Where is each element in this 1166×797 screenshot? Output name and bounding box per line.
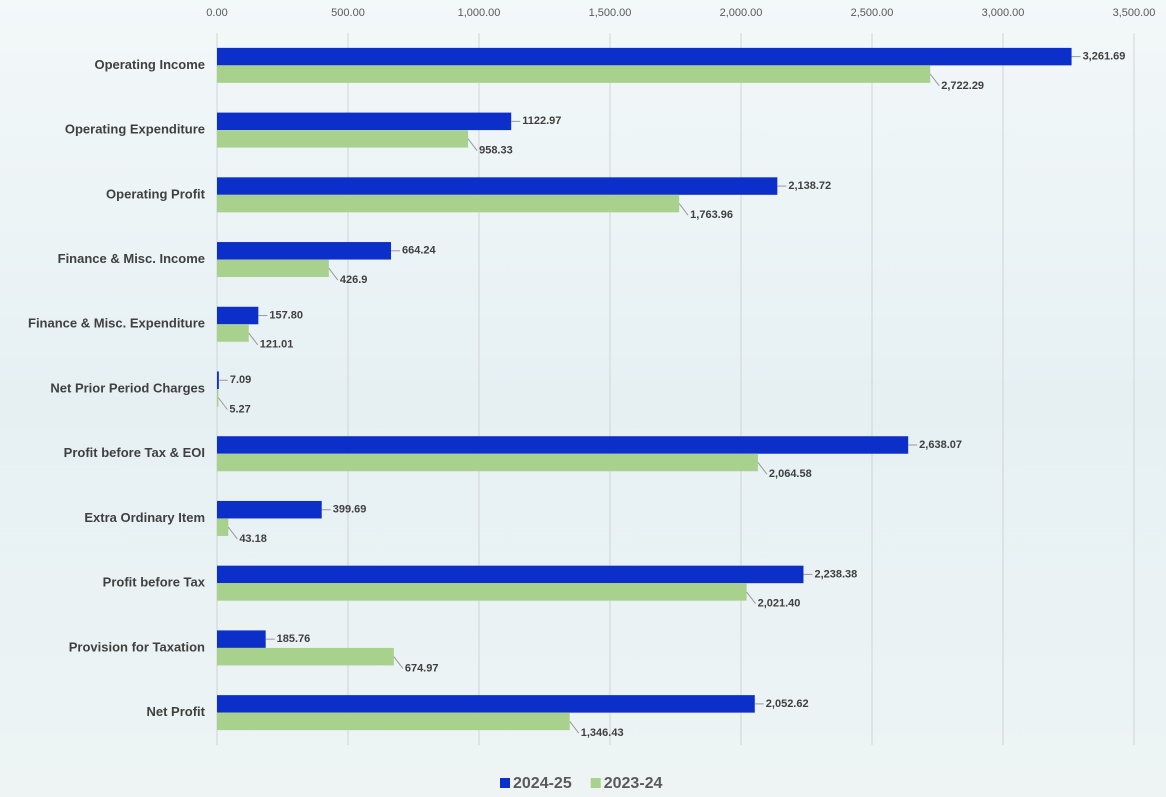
bar (217, 372, 219, 390)
leader-line (218, 398, 227, 410)
bar (217, 242, 391, 260)
bar (217, 260, 329, 278)
x-tick-label: 500.00 (331, 7, 365, 19)
value-label: 7.09 (230, 374, 251, 386)
category-label: Profit before Tax & EOI (64, 445, 205, 460)
category-label: Operating Expenditure (65, 122, 205, 137)
leader-line (758, 462, 767, 474)
bar (217, 566, 803, 584)
category-label: Extra Ordinary Item (84, 510, 205, 525)
bar (217, 307, 258, 325)
leader-line (394, 657, 403, 669)
bar (217, 113, 511, 131)
legend-label: 2023-24 (604, 775, 663, 792)
chart: 0.00 500.00 1,000.00 1,500.00 2,000.00 2,500.… (0, 0, 1166, 797)
bar (217, 324, 249, 342)
value-label: 426.9 (340, 274, 368, 286)
value-label: 2,138.72 (788, 180, 831, 192)
value-label: 674.97 (405, 662, 439, 674)
value-label: 2,021.40 (758, 598, 801, 610)
value-label: 3,261.69 (1083, 51, 1126, 63)
bar (217, 65, 930, 83)
category-label: Operating Income (94, 57, 205, 72)
leader-line (228, 527, 237, 539)
bar (217, 389, 218, 407)
leader-line (930, 74, 939, 86)
bar (217, 501, 322, 519)
category-label: Net Profit (147, 704, 206, 719)
bar (217, 130, 468, 148)
value-label: 185.76 (277, 633, 311, 645)
leader-line (329, 268, 338, 280)
leader-line (679, 204, 688, 216)
bar (217, 436, 908, 454)
legend-swatch (500, 778, 510, 788)
x-tick-label: 1,000.00 (458, 7, 501, 19)
value-label: 5.27 (229, 403, 250, 415)
category-label: Finance & Misc. Expenditure (28, 316, 205, 331)
bar (217, 695, 755, 713)
leader-line (747, 592, 756, 604)
legend-swatch (591, 778, 601, 788)
value-label: 399.69 (333, 504, 367, 516)
value-label: 2,638.07 (919, 439, 962, 451)
x-tick-label: 3,000.00 (982, 7, 1025, 19)
leader-line (570, 721, 579, 733)
bar (217, 195, 679, 213)
bar (217, 177, 777, 195)
value-label: 664.24 (402, 245, 437, 257)
bar (217, 583, 747, 601)
value-label: 157.80 (269, 309, 303, 321)
x-tick-label: 2,500.00 (851, 7, 894, 19)
category-label: Provision for Taxation (69, 639, 205, 654)
bar (217, 713, 570, 731)
x-tick-label: 2,000.00 (720, 7, 763, 19)
value-label: 2,722.29 (941, 80, 984, 92)
legend-label: 2024-25 (513, 775, 572, 792)
leader-line (249, 333, 258, 345)
bar (217, 648, 394, 666)
value-label: 958.33 (479, 144, 513, 156)
x-tick-label: 1,500.00 (589, 7, 632, 19)
category-label: Operating Profit (106, 186, 206, 201)
value-label: 2,064.58 (769, 468, 812, 480)
value-label: 2,052.62 (766, 698, 809, 710)
value-label: 1,763.96 (690, 209, 733, 221)
category-label: Finance & Misc. Income (58, 251, 205, 266)
bar (217, 630, 266, 648)
leader-line (468, 139, 477, 151)
bar (217, 454, 758, 472)
category-label: Net Prior Period Charges (50, 380, 205, 395)
value-label: 1,346.43 (581, 727, 624, 739)
value-label: 121.01 (260, 339, 294, 351)
x-tick-label: 0.00 (206, 7, 227, 19)
value-label: 1122.97 (522, 115, 561, 127)
value-label: 2,238.38 (814, 568, 857, 580)
bar (217, 48, 1072, 65)
value-label: 43.18 (239, 533, 267, 545)
x-tick-label: 3,500.00 (1113, 7, 1156, 19)
bar (217, 518, 228, 536)
category-label: Profit before Tax (103, 575, 206, 590)
